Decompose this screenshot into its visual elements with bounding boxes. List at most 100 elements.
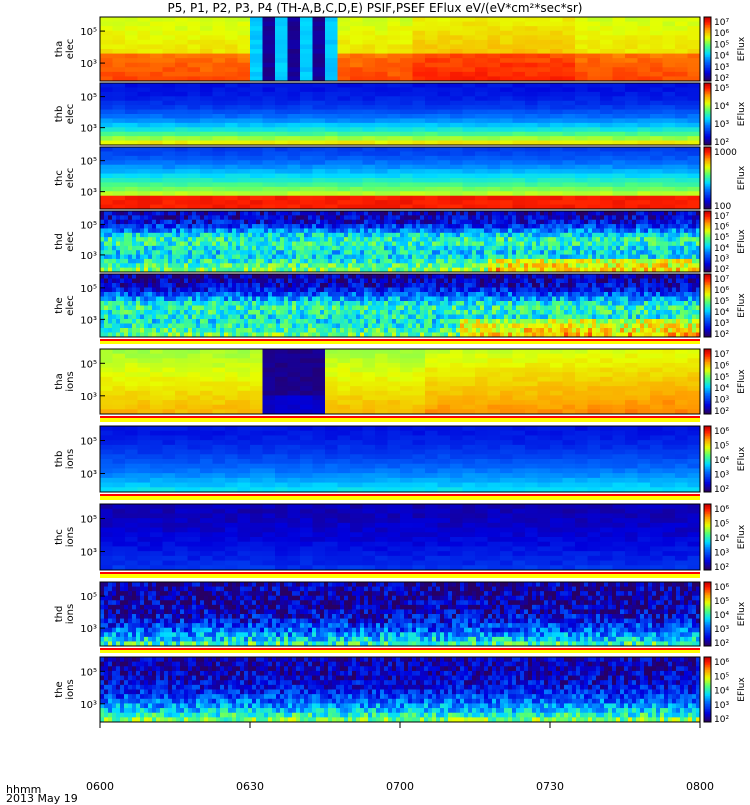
- heatmap-cell: [500, 92, 513, 97]
- heatmap-cell: [436, 215, 440, 220]
- heatmap-cell: [604, 215, 608, 220]
- heatmap-cell: [400, 156, 413, 161]
- heatmap-cell: [236, 283, 240, 288]
- heatmap-cell: [450, 174, 463, 179]
- heatmap-cell: [600, 31, 613, 36]
- heatmap-cell: [475, 174, 488, 179]
- heatmap-cell: [620, 259, 624, 264]
- heatmap-cell: [152, 328, 156, 333]
- heatmap-cell: [600, 26, 613, 31]
- heatmap-cell: [175, 101, 188, 106]
- heatmap-cell: [104, 274, 108, 279]
- heatmap-cell: [338, 63, 351, 68]
- heatmap-cell: [260, 310, 264, 315]
- heatmap-cell: [488, 187, 501, 192]
- heatmap-cell: [125, 31, 138, 36]
- heatmap-cell: [168, 283, 172, 288]
- heatmap-cell: [275, 105, 288, 110]
- heatmap-cell: [584, 242, 588, 247]
- heatmap-cell: [300, 101, 313, 106]
- heatmap-cell: [148, 292, 152, 297]
- heatmap-cell: [400, 101, 413, 106]
- heatmap-cell: [244, 319, 248, 324]
- heatmap-cell: [200, 67, 213, 72]
- heatmap-cell: [388, 87, 401, 92]
- heatmap-cell: [150, 54, 163, 59]
- heatmap-cell: [480, 263, 484, 268]
- heatmap-cell: [528, 259, 532, 264]
- heatmap-cell: [200, 54, 213, 59]
- heatmap-cell: [300, 220, 304, 225]
- heatmap-cell: [350, 132, 363, 137]
- heatmap-cell: [248, 328, 252, 333]
- heatmap-cell: [252, 263, 256, 268]
- heatmap-cell: [588, 31, 601, 36]
- heatmap-cell: [248, 306, 252, 311]
- heatmap-cell: [444, 263, 448, 268]
- heatmap-cell: [500, 196, 513, 201]
- heatmap-cell: [550, 196, 563, 201]
- heatmap-cell: [213, 96, 226, 101]
- heatmap-cell: [608, 233, 612, 238]
- heatmap-cell: [252, 215, 256, 220]
- heatmap-cell: [375, 123, 388, 128]
- heatmap-cell: [236, 211, 240, 216]
- heatmap-cell: [248, 319, 252, 324]
- heatmap-cell: [688, 215, 692, 220]
- heatmap-cell: [368, 255, 372, 260]
- heatmap-cell: [576, 228, 580, 233]
- heatmap-cell: [475, 132, 488, 137]
- heatmap-cell: [688, 54, 701, 59]
- heatmap-cell: [420, 250, 424, 255]
- heatmap-cell: [668, 233, 672, 238]
- heatmap-cell: [400, 169, 413, 174]
- heatmap-cell: [225, 92, 238, 97]
- heatmap-cell: [320, 259, 324, 264]
- heatmap-cell: [250, 44, 263, 49]
- heatmap-cell: [313, 147, 326, 152]
- heatmap-cell: [264, 297, 268, 302]
- heatmap-cell: [116, 224, 120, 229]
- heatmap-cell: [488, 160, 501, 165]
- heatmap-cell: [538, 67, 551, 72]
- heatmap-cell: [516, 259, 520, 264]
- heatmap-cell: [248, 215, 252, 220]
- heatmap-cell: [612, 263, 616, 268]
- heatmap-cell: [125, 87, 138, 92]
- heatmap-cell: [212, 242, 216, 247]
- heatmap-cell: [452, 215, 456, 220]
- heatmap-cell: [104, 215, 108, 220]
- heatmap-cell: [376, 224, 380, 229]
- heatmap-cell: [460, 233, 464, 238]
- colorbar-tick-label: 10⁵: [714, 40, 729, 50]
- heatmap-cell: [272, 283, 276, 288]
- heatmap-cell: [228, 255, 232, 260]
- heatmap-cell: [450, 156, 463, 161]
- heatmap-cell: [225, 83, 238, 88]
- heatmap-cell: [520, 228, 524, 233]
- heatmap-cell: [284, 215, 288, 220]
- heatmap-cell: [120, 279, 124, 284]
- heatmap-cell: [638, 58, 651, 63]
- heatmap-cell: [160, 297, 164, 302]
- heatmap-cell: [438, 182, 451, 187]
- heatmap-cell: [204, 283, 208, 288]
- heatmap-cell: [240, 263, 244, 268]
- heatmap-cell: [208, 255, 212, 260]
- heatmap-cell: [650, 191, 663, 196]
- heatmap-cell: [525, 151, 538, 156]
- heatmap-cell: [538, 72, 551, 77]
- heatmap-cell: [125, 67, 138, 72]
- heatmap-cell: [500, 72, 513, 77]
- heatmap-cell: [268, 301, 272, 306]
- heatmap-cell: [313, 63, 326, 68]
- heatmap-cell: [248, 274, 252, 279]
- heatmap-cell: [675, 22, 688, 27]
- heatmap-cell: [612, 211, 616, 216]
- heatmap-cell: [288, 220, 292, 225]
- heatmap-cell: [628, 246, 632, 251]
- heatmap-cell: [100, 67, 113, 72]
- heatmap-cell: [500, 123, 513, 128]
- heatmap-cell: [272, 292, 276, 297]
